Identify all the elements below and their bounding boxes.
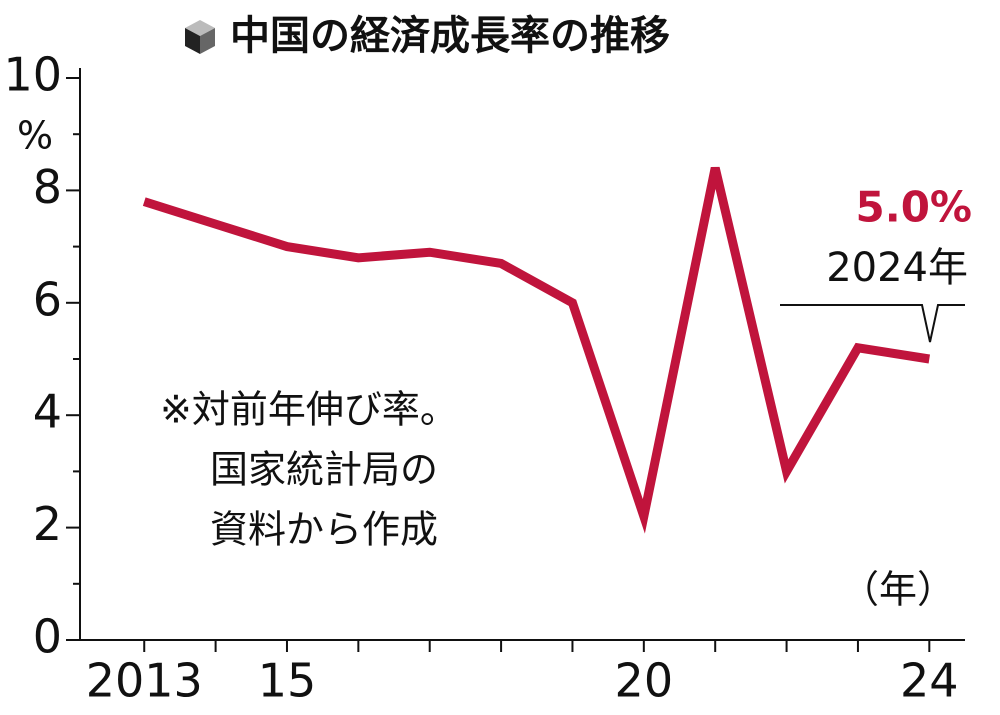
annotation: 2024年	[826, 245, 968, 291]
chart-title: 中国の経済成長率の推移	[230, 13, 670, 59]
y-tick-label: 0	[33, 610, 62, 664]
y-tick-label: 10	[3, 48, 62, 102]
y-axis-label: %	[17, 114, 53, 158]
y-tick-label: 2	[33, 497, 62, 551]
title-icon	[185, 20, 215, 54]
value-label: 5.0%	[856, 183, 972, 232]
x-tick-label: 24	[900, 654, 959, 708]
y-tick-label: 4	[33, 385, 62, 439]
note-line: 国家統計局の	[210, 448, 438, 492]
x-axis-label: （年）	[841, 568, 955, 612]
callout-line	[780, 304, 965, 343]
x-tick-label: 20	[615, 654, 674, 708]
note-line: 資料から作成	[210, 508, 438, 552]
x-tick-label: 2013	[86, 654, 203, 708]
data-line	[142, 166, 931, 534]
x-tick-label: 15	[258, 654, 317, 708]
y-tick-label: 8	[33, 160, 62, 214]
note-line: ※対前年伸び率。	[160, 388, 458, 432]
y-tick-label: 6	[33, 272, 62, 326]
